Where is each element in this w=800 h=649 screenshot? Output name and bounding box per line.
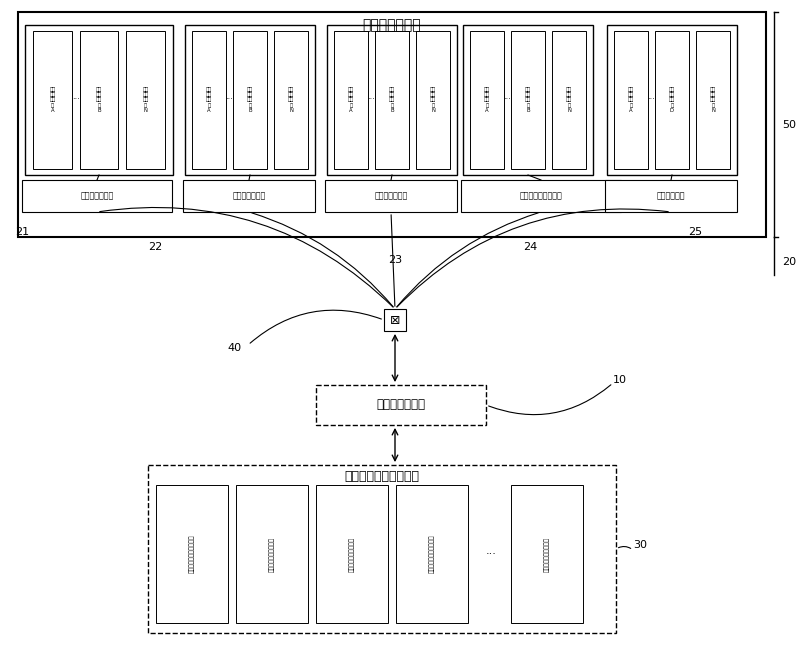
Text: ⊠: ⊠: [390, 313, 400, 326]
Text: 无线
传感
器节
点
N: 无线 传感 器节 点 N: [430, 87, 436, 114]
Bar: [696, 31, 730, 169]
Bar: [22, 180, 172, 212]
Bar: [463, 25, 593, 175]
Bar: [614, 31, 648, 169]
Bar: [396, 485, 468, 623]
Text: 无线
传感
器节
点
A: 无线 传感 器节 点 A: [628, 87, 634, 114]
Text: 无线
传感
器节
点
B: 无线 传感 器节 点 B: [389, 87, 395, 114]
Bar: [185, 25, 315, 175]
Text: 机舱舱房间预警显示接口: 机舱舱房间预警显示接口: [190, 535, 194, 573]
Bar: [233, 31, 267, 169]
Text: 10: 10: [613, 375, 627, 385]
Text: ···: ···: [503, 95, 511, 104]
Text: 30: 30: [633, 540, 647, 550]
Text: 无线
传感
器节
点
A: 无线 传感 器节 点 A: [50, 87, 55, 114]
Text: ···: ···: [486, 549, 497, 559]
Text: 无线
传感
器节
点
A: 无线 传感 器节 点 A: [484, 87, 490, 114]
Text: 海图室监测区: 海图室监测区: [657, 191, 686, 201]
Bar: [126, 31, 165, 169]
Text: 无线
传感
器节
点
D: 无线 传感 器节 点 D: [669, 87, 675, 114]
Text: 通讯设备监测区: 通讯设备监测区: [80, 191, 114, 201]
Text: 火警预警信息显示终端: 火警预警信息显示终端: [345, 471, 419, 484]
Text: ···: ···: [647, 95, 655, 104]
Bar: [18, 12, 766, 237]
Bar: [80, 31, 118, 169]
Bar: [416, 31, 450, 169]
Text: 大副房间预警显示系统: 大副房间预警显示系统: [270, 537, 274, 572]
Bar: [511, 31, 545, 169]
Text: ···: ···: [367, 95, 375, 104]
Bar: [607, 25, 737, 175]
Bar: [316, 385, 486, 425]
Text: 无线
传感
器节
点
A: 无线 传感 器节 点 A: [206, 87, 212, 114]
Text: 无线传感器设备: 无线传感器设备: [362, 18, 422, 32]
Text: 无线
传感
器节
点
A: 无线 传感 器节 点 A: [348, 87, 354, 114]
Bar: [236, 485, 308, 623]
Text: 24: 24: [523, 242, 537, 252]
Bar: [511, 485, 583, 623]
Text: 20: 20: [782, 257, 796, 267]
Bar: [655, 31, 689, 169]
Bar: [274, 31, 308, 169]
Text: 气象设备监测区: 气象设备监测区: [374, 191, 408, 201]
Text: 无线
传感
器节
点
B: 无线 传感 器节 点 B: [247, 87, 253, 114]
Bar: [316, 485, 388, 623]
Text: 无线
传感
器节
点
B: 无线 传感 器节 点 B: [525, 87, 531, 114]
Text: 导航设备监测区: 导航设备监测区: [232, 191, 266, 201]
Text: 25: 25: [688, 227, 702, 237]
Text: 驾机长房间预警显示系统: 驾机长房间预警显示系统: [430, 535, 434, 573]
Bar: [25, 25, 173, 175]
Bar: [325, 180, 457, 212]
Text: 23: 23: [388, 255, 402, 265]
Text: 无线
传感
器节
点
B: 无线 传感 器节 点 B: [96, 87, 102, 114]
Bar: [334, 31, 368, 169]
Text: 22: 22: [148, 242, 162, 252]
Bar: [470, 31, 504, 169]
Text: 船员房间预警显示系统: 船员房间预警显示系统: [544, 537, 550, 572]
Bar: [605, 180, 737, 212]
Text: 船舶上位机系统: 船舶上位机系统: [377, 398, 426, 411]
Bar: [327, 25, 457, 175]
Text: 无线
传感
器节
点
N: 无线 传感 器节 点 N: [288, 87, 294, 114]
Bar: [384, 309, 406, 331]
Bar: [375, 31, 409, 169]
Text: ···: ···: [226, 95, 234, 104]
Text: 通信报警设备监测区: 通信报警设备监测区: [520, 191, 562, 201]
Bar: [148, 465, 616, 633]
Bar: [33, 31, 72, 169]
Text: ···: ···: [72, 95, 80, 104]
Bar: [156, 485, 228, 623]
Text: 21: 21: [15, 227, 29, 237]
Text: 无线
传感
器节
点
N: 无线 传感 器节 点 N: [142, 87, 149, 114]
Text: 无线
传感
器节
点
N: 无线 传感 器节 点 N: [566, 87, 572, 114]
Text: 船长房间预警显示系统: 船长房间预警显示系统: [350, 537, 354, 572]
Bar: [552, 31, 586, 169]
Bar: [183, 180, 315, 212]
Text: 无线
传感
器节
点
N: 无线 传感 器节 点 N: [710, 87, 716, 114]
Text: 50: 50: [782, 119, 796, 130]
Bar: [461, 180, 621, 212]
Text: 40: 40: [228, 343, 242, 353]
Bar: [192, 31, 226, 169]
